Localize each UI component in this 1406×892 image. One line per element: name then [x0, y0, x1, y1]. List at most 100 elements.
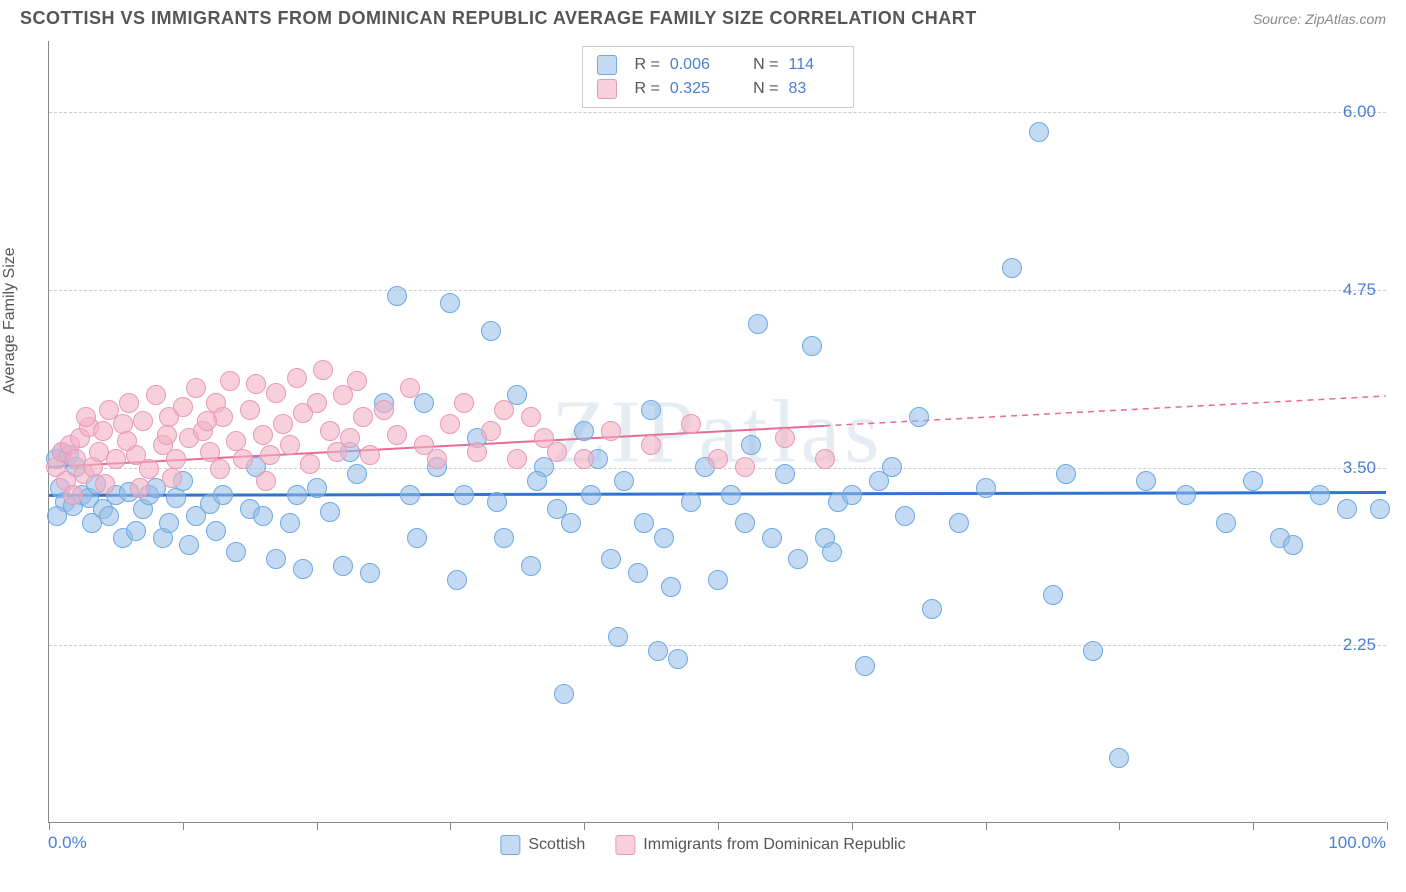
scatter-point — [307, 478, 327, 498]
scatter-point — [159, 513, 179, 533]
scatter-point — [487, 492, 507, 512]
scatter-point — [307, 393, 327, 413]
x-axis-min-label: 0.0% — [48, 833, 87, 853]
scatter-point — [266, 549, 286, 569]
scatter-point — [146, 385, 166, 405]
scatter-point — [507, 449, 527, 469]
scatter-point — [1243, 471, 1263, 491]
scatter-point — [340, 428, 360, 448]
scatter-point — [300, 454, 320, 474]
scatter-point — [949, 513, 969, 533]
scatter-point — [855, 656, 875, 676]
chart-container: Average Family Size ZIPatlas R =0.006 N … — [0, 33, 1406, 883]
scatter-point — [762, 528, 782, 548]
scatter-point — [360, 445, 380, 465]
scatter-point — [246, 374, 266, 394]
scatter-point — [260, 445, 280, 465]
plot-area: ZIPatlas R =0.006 N =114R =0.325 N =83 2… — [48, 41, 1386, 823]
scatter-point — [440, 414, 460, 434]
gridline — [49, 290, 1386, 291]
scatter-point — [788, 549, 808, 569]
scatter-point — [521, 407, 541, 427]
scatter-point — [47, 506, 67, 526]
scatter-point — [554, 684, 574, 704]
scatter-point — [440, 293, 460, 313]
scatter-point — [287, 368, 307, 388]
x-tick — [1253, 822, 1254, 830]
scatter-point — [320, 502, 340, 522]
scatter-point — [273, 414, 293, 434]
scatter-point — [287, 485, 307, 505]
scatter-point — [63, 485, 83, 505]
scatter-point — [895, 506, 915, 526]
chart-title: SCOTTISH VS IMMIGRANTS FROM DOMINICAN RE… — [20, 8, 977, 29]
scatter-point — [481, 421, 501, 441]
scatter-point — [1056, 464, 1076, 484]
x-tick — [450, 822, 451, 830]
y-tick-label: 3.50 — [1343, 458, 1376, 478]
scatter-point — [117, 431, 137, 451]
scatter-point — [454, 393, 474, 413]
scatter-point — [708, 570, 728, 590]
scatter-point — [166, 449, 186, 469]
scatter-point — [280, 513, 300, 533]
scatter-point — [1337, 499, 1357, 519]
scatter-point — [139, 459, 159, 479]
scatter-point — [775, 464, 795, 484]
scatter-point — [360, 563, 380, 583]
stats-legend-row: R =0.006 N =114 — [596, 53, 838, 77]
y-tick-label: 6.00 — [1343, 102, 1376, 122]
scatter-point — [641, 400, 661, 420]
scatter-point — [210, 459, 230, 479]
scatter-point — [521, 556, 541, 576]
scatter-point — [494, 528, 514, 548]
scatter-point — [909, 407, 929, 427]
stats-legend-row: R =0.325 N =83 — [596, 77, 838, 101]
scatter-point — [574, 449, 594, 469]
scatter-point — [447, 570, 467, 590]
scatter-point — [213, 485, 233, 505]
scatter-point — [681, 414, 701, 434]
scatter-point — [1310, 485, 1330, 505]
chart-source: Source: ZipAtlas.com — [1253, 11, 1386, 27]
legend-item: Immigrants from Dominican Republic — [615, 835, 905, 855]
scatter-point — [106, 449, 126, 469]
scatter-point — [93, 421, 113, 441]
gridline — [49, 645, 1386, 646]
scatter-point — [374, 400, 394, 420]
scatter-point — [162, 468, 182, 488]
scatter-point — [641, 435, 661, 455]
scatter-point — [654, 528, 674, 548]
scatter-point — [400, 378, 420, 398]
scatter-point — [882, 457, 902, 477]
scatter-point — [240, 400, 260, 420]
x-tick — [317, 822, 318, 830]
y-tick-label: 2.25 — [1343, 635, 1376, 655]
x-axis-max-label: 100.0% — [1328, 833, 1386, 853]
series-legend: ScottishImmigrants from Dominican Republ… — [500, 835, 905, 855]
x-tick — [986, 822, 987, 830]
scatter-point — [608, 627, 628, 647]
scatter-point — [1002, 258, 1022, 278]
scatter-point — [1136, 471, 1156, 491]
scatter-point — [266, 383, 286, 403]
scatter-point — [347, 464, 367, 484]
scatter-point — [842, 485, 862, 505]
scatter-point — [186, 378, 206, 398]
scatter-point — [628, 563, 648, 583]
scatter-point — [407, 528, 427, 548]
scatter-point — [293, 559, 313, 579]
scatter-point — [802, 336, 822, 356]
scatter-point — [561, 513, 581, 533]
legend-swatch — [615, 835, 635, 855]
scatter-point — [280, 435, 300, 455]
x-tick — [1119, 822, 1120, 830]
scatter-point — [454, 485, 474, 505]
scatter-point — [601, 549, 621, 569]
scatter-point — [233, 449, 253, 469]
scatter-point — [661, 577, 681, 597]
scatter-point — [775, 428, 795, 448]
stats-legend: R =0.006 N =114R =0.325 N =83 — [581, 46, 853, 108]
scatter-point — [815, 449, 835, 469]
scatter-point — [320, 421, 340, 441]
